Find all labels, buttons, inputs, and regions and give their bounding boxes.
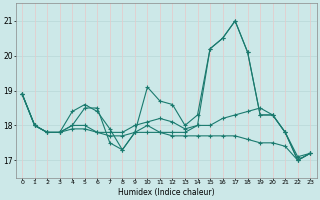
X-axis label: Humidex (Indice chaleur): Humidex (Indice chaleur): [118, 188, 214, 197]
